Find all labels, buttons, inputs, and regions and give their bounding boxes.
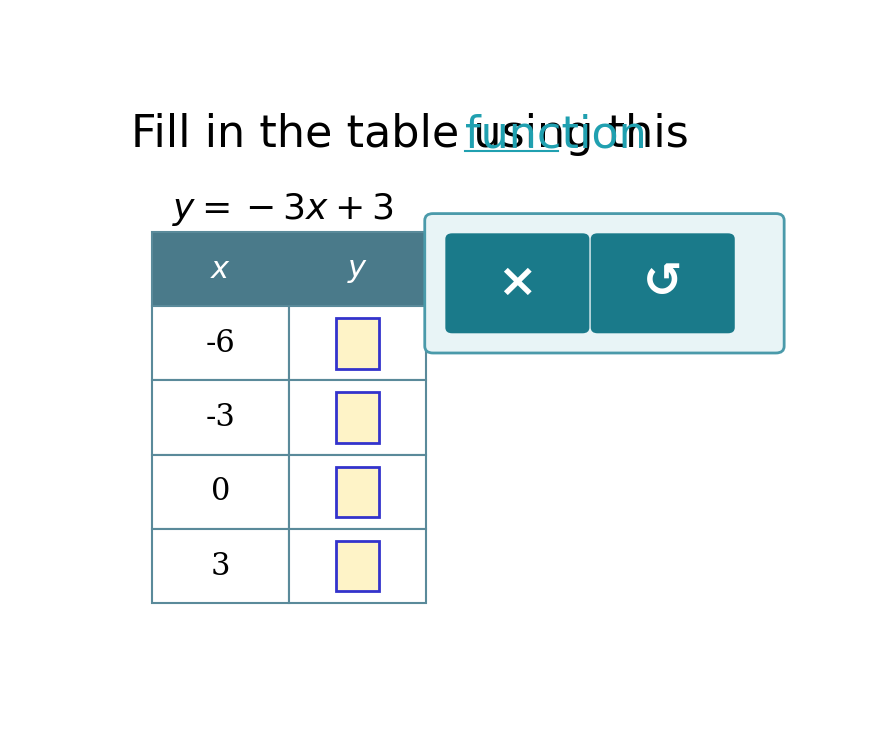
Text: 0: 0 bbox=[211, 476, 230, 508]
FancyBboxPatch shape bbox=[335, 541, 380, 591]
FancyBboxPatch shape bbox=[335, 393, 380, 443]
FancyBboxPatch shape bbox=[335, 318, 380, 369]
Text: -6: -6 bbox=[205, 328, 235, 359]
FancyBboxPatch shape bbox=[152, 455, 289, 529]
Text: ↺: ↺ bbox=[643, 260, 682, 306]
Text: $y$: $y$ bbox=[347, 254, 368, 284]
FancyBboxPatch shape bbox=[152, 529, 289, 603]
FancyBboxPatch shape bbox=[289, 529, 427, 603]
Text: $x$: $x$ bbox=[210, 254, 231, 284]
FancyBboxPatch shape bbox=[289, 306, 427, 381]
Text: $y = -3x + 3$: $y = -3x + 3$ bbox=[173, 191, 394, 228]
FancyBboxPatch shape bbox=[425, 214, 784, 353]
Text: 3: 3 bbox=[211, 551, 230, 582]
FancyBboxPatch shape bbox=[152, 232, 427, 306]
FancyBboxPatch shape bbox=[289, 455, 427, 529]
Text: Fill in the table using this: Fill in the table using this bbox=[131, 114, 703, 157]
FancyBboxPatch shape bbox=[152, 306, 289, 381]
FancyBboxPatch shape bbox=[152, 381, 289, 455]
Text: -3: -3 bbox=[205, 402, 235, 433]
FancyBboxPatch shape bbox=[591, 233, 735, 333]
Text: function: function bbox=[466, 114, 647, 157]
Text: ×: × bbox=[497, 260, 537, 306]
FancyBboxPatch shape bbox=[445, 233, 589, 333]
FancyBboxPatch shape bbox=[335, 467, 380, 517]
FancyBboxPatch shape bbox=[289, 381, 427, 455]
